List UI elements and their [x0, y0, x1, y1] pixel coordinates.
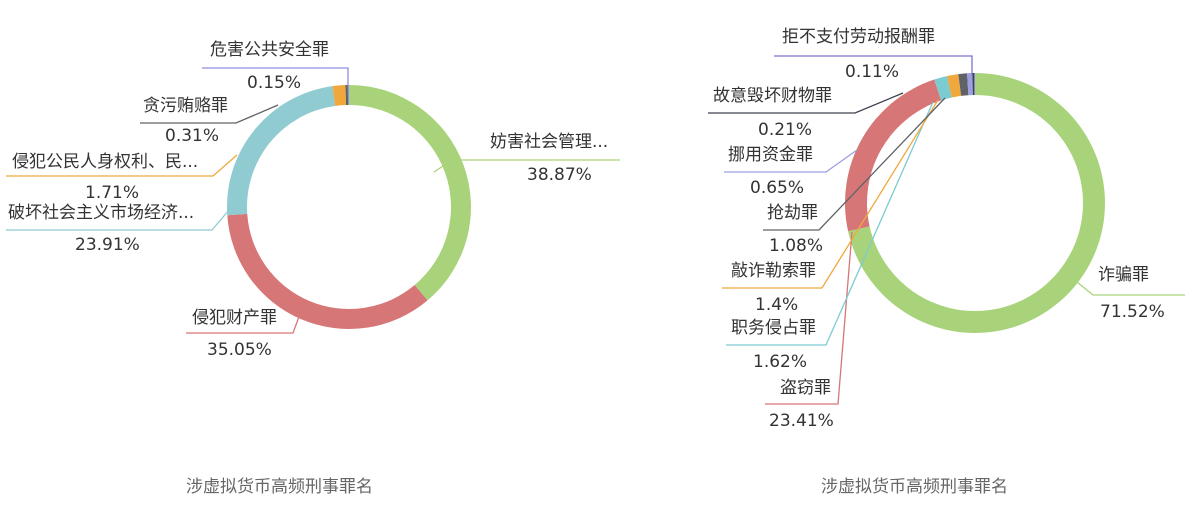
- label-leader-line: [726, 101, 934, 346]
- slice-label-name: 破坏社会主义市场经济...: [8, 203, 195, 223]
- slice-label-name: 侵犯财产罪: [192, 308, 277, 328]
- label-leader-line: [6, 209, 230, 231]
- slice-label-name: 盗窃罪: [780, 378, 831, 398]
- donut-slice[interactable]: [347, 85, 349, 106]
- slice-label-name: 贪污贿赂罪: [143, 96, 228, 116]
- donut-slice[interactable]: [332, 85, 347, 106]
- slice-label-value: 23.41%: [769, 411, 834, 431]
- donut-slice[interactable]: [345, 85, 349, 106]
- label-leader-line: [6, 154, 238, 177]
- donut-slice[interactable]: [947, 74, 962, 98]
- label-leader-line: [722, 99, 939, 289]
- donut-slice[interactable]: [227, 213, 428, 329]
- donut-slice[interactable]: [349, 85, 471, 301]
- slice-label-value: 0.15%: [247, 73, 302, 93]
- slice-label-name: 诈骗罪: [1098, 265, 1149, 285]
- label-leader-line: [140, 104, 279, 124]
- slice-label-name: 故意毁坏财物罪: [713, 86, 832, 106]
- slice-label-value: 0.21%: [758, 120, 813, 140]
- donut-chart-right: 涉虚拟货币高频刑事罪名: [593, 0, 1186, 517]
- slice-label-value: 0.65%: [750, 178, 805, 198]
- label-leader-line: [202, 67, 349, 86]
- donut-slice[interactable]: [227, 86, 336, 216]
- slice-label-name: 侵犯公民人身权利、民...: [12, 152, 199, 172]
- slice-label-value: 35.05%: [207, 340, 272, 360]
- slice-label-value: 1.08%: [769, 236, 824, 256]
- label-leader-line: [186, 313, 301, 334]
- slice-label-name: 抢劫罪: [767, 203, 818, 223]
- slice-label-name: 妨害社会管理...: [490, 132, 609, 152]
- slice-label-value: 1.71%: [85, 183, 140, 203]
- slice-label-value: 71.52%: [1100, 302, 1165, 322]
- slice-label-value: 0.11%: [845, 62, 900, 82]
- donut-slice[interactable]: [845, 79, 942, 232]
- slice-label-name: 拒不支付劳动报酬罪: [782, 27, 935, 47]
- label-leader-line: [1076, 281, 1185, 296]
- donut-slice[interactable]: [974, 73, 975, 96]
- slice-label-value: 38.87%: [527, 165, 592, 185]
- label-leader-line: [433, 159, 620, 173]
- slice-label-name: 挪用资金罪: [728, 145, 813, 165]
- slice-label-name: 敲诈勒索罪: [731, 261, 816, 281]
- slice-label-value: 1.62%: [753, 352, 808, 372]
- label-leader-line: [765, 231, 853, 405]
- slice-label-value: 1.4%: [755, 295, 799, 315]
- slice-label-name: 危害公共安全罪: [210, 40, 329, 60]
- donut-slice[interactable]: [972, 73, 975, 96]
- donut-slice[interactable]: [934, 76, 952, 101]
- label-leader-line: [724, 149, 858, 173]
- label-leader-line: [774, 55, 973, 75]
- donut-slice[interactable]: [967, 73, 973, 96]
- chart-caption-left: 涉虚拟货币高频刑事罪名: [186, 477, 373, 497]
- label-leader-line: [763, 97, 946, 231]
- donut-slice[interactable]: [958, 73, 969, 96]
- slice-label-value: 23.91%: [75, 235, 140, 255]
- label-leader-line: [708, 92, 904, 114]
- donut-chart-left: 涉虚拟货币高频刑事罪名: [186, 477, 373, 497]
- chart-caption-right: 涉虚拟货币高频刑事罪名: [821, 477, 1008, 497]
- slice-label-name: 职务侵占罪: [731, 318, 816, 338]
- slice-label-value: 0.31%: [165, 126, 220, 146]
